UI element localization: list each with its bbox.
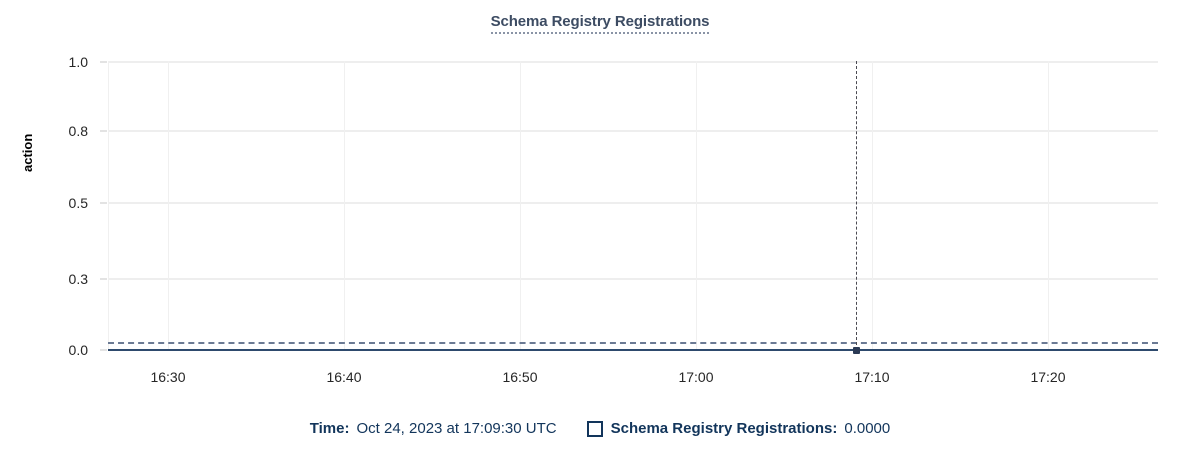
x-tick-label-2: 16:40 [326,369,362,385]
y-tick-mark [100,278,107,280]
crosshair-vertical-line [856,61,857,350]
y-tick-label-5: 0.0 [68,342,88,358]
y-tick-label-1: 1.0 [68,54,88,70]
threshold-line [108,342,1158,344]
gridline-vertical [1048,61,1049,350]
gridline-vertical [520,61,521,350]
gridline-horizontal [108,61,1158,63]
tooltip-time-label: Time: [309,420,350,437]
y-tick-label-2: 0.8 [68,123,88,139]
series-line-schema-registry-registrations [108,349,1158,351]
y-tick-label-4: 0.3 [68,271,88,287]
x-tick-label-3: 16:50 [502,369,538,385]
legend-series-value: 0.0000 [844,420,891,437]
plot-area[interactable] [108,61,1158,354]
y-tick-label-3: 0.5 [68,195,88,211]
tooltip-time-group: Time: Oct 24, 2023 at 17:09:30 UTC [310,420,557,437]
chart-title: Schema Registry Registrations [0,13,1200,34]
legend-checkbox-icon[interactable] [586,420,603,437]
gridline-vertical [696,61,697,350]
y-tick-mark [100,61,107,63]
gridline-vertical [872,61,873,350]
y-tick-mark [100,202,107,204]
gridline-horizontal [108,130,1158,132]
hover-point-marker[interactable] [853,347,860,354]
legend-series-label: Schema Registry Registrations: [610,420,838,437]
gridline-vertical [168,61,169,350]
gridline-horizontal [108,278,1158,280]
y-tick-mark [100,130,107,132]
x-tick-label-6: 17:20 [1030,369,1066,385]
chart-title-text: Schema Registry Registrations [490,13,710,34]
y-tick-mark [100,349,107,351]
chart-tooltip-footer: Time: Oct 24, 2023 at 17:09:30 UTC Schem… [0,420,1200,437]
legend-item-schema-registry-registrations[interactable]: Schema Registry Registrations: 0.0000 [586,420,891,437]
x-tick-label-4: 17:00 [678,369,714,385]
y-axis-label: action [20,133,35,172]
x-tick-label-5: 17:10 [854,369,890,385]
gridline-horizontal [108,202,1158,204]
tooltip-time-value: Oct 24, 2023 at 17:09:30 UTC [356,420,557,437]
x-tick-label-1: 16:30 [150,369,186,385]
gridline-vertical [344,61,345,350]
